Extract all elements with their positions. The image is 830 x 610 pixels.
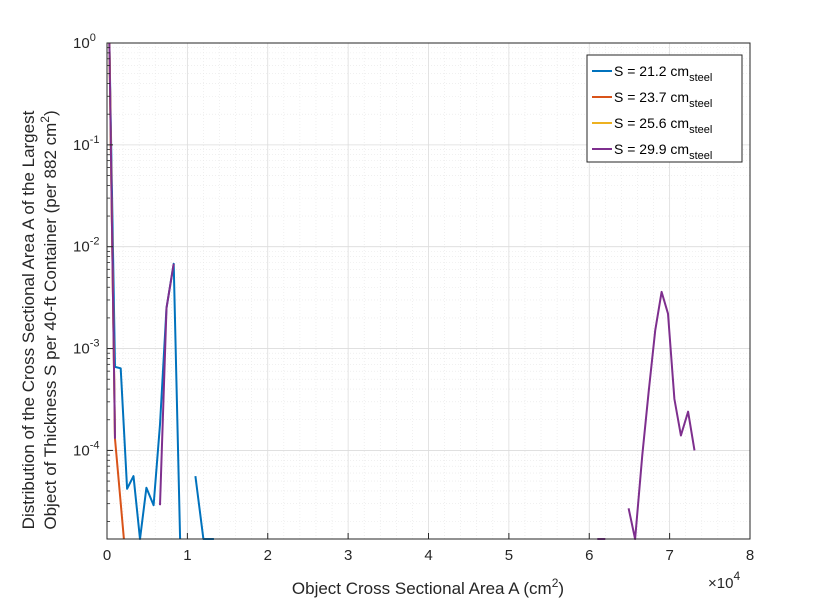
y-tick-labels: 100 10-1 10-2 10-3 10-4	[73, 32, 99, 459]
x-tick-label: 1	[183, 547, 191, 564]
legend-label-4: S = 29.9 cmsteel	[614, 141, 712, 162]
y-axis-label-line2: Object of Thickness S per 40-ft Containe…	[38, 110, 60, 529]
x-tick-label: 7	[665, 547, 673, 564]
series-line-4	[108, 42, 116, 439]
y-tick-label: 10-1	[73, 134, 99, 154]
legend: S = 21.2 cmsteel S = 23.7 cmsteel S = 25.6…	[586, 54, 743, 163]
x-tick-labels: 0 1 2 3 4 5 6 7 8	[103, 547, 754, 564]
legend-label-1: S = 21.2 cmsteel	[614, 63, 712, 84]
tick-marks	[106, 42, 751, 539]
legend-box	[586, 54, 743, 163]
x-tick-label: 0	[103, 547, 111, 564]
x-tick-label: 5	[505, 547, 513, 564]
x-axis-label: Object Cross Sectional Area A (cm2)	[292, 576, 564, 598]
y-tick-label: 10-3	[73, 338, 99, 358]
y-axis-label-line1: Distribution of the Cross Sectional Area…	[19, 110, 38, 529]
y-tick-label: 10-4	[73, 439, 99, 459]
y-tick-label: 100	[73, 32, 96, 52]
x-tick-label: 6	[585, 547, 593, 564]
legend-label-3: S = 25.6 cmsteel	[614, 115, 712, 136]
series-line-4	[627, 290, 696, 540]
x-tick-label: 8	[746, 547, 754, 564]
legend-label-2: S = 23.7 cmsteel	[614, 89, 712, 110]
x-tick-label: 2	[264, 547, 272, 564]
y-axis-label: Distribution of the Cross Sectional Area…	[19, 110, 60, 529]
x-multiplier: ×104	[708, 569, 740, 592]
x-tick-label: 3	[344, 547, 352, 564]
y-tick-label: 10-2	[73, 236, 99, 256]
x-tick-label: 4	[424, 547, 432, 564]
series-line-4	[159, 263, 175, 506]
series-layer	[108, 42, 696, 540]
